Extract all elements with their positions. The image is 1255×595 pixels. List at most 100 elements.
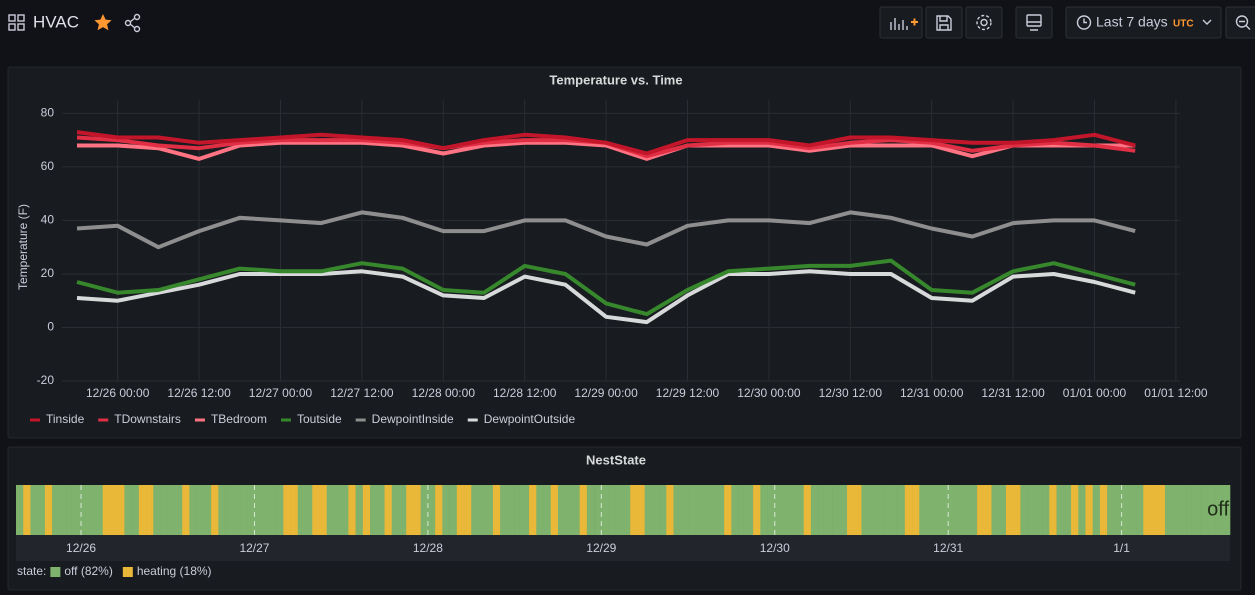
state-segment bbox=[709, 485, 718, 535]
state-segment bbox=[1042, 485, 1050, 535]
state-segment bbox=[44, 485, 53, 535]
state-segment bbox=[1215, 485, 1224, 535]
star-icon[interactable] bbox=[94, 14, 112, 31]
state-segment bbox=[1143, 485, 1151, 535]
state-segment bbox=[37, 485, 46, 535]
state-segment bbox=[370, 485, 378, 535]
state-segment bbox=[507, 485, 515, 535]
x-tick-label: 12/29 12:00 bbox=[656, 386, 720, 400]
save-button[interactable] bbox=[925, 6, 963, 39]
y-tick-label: 80 bbox=[41, 106, 55, 120]
state-segment bbox=[991, 485, 1000, 535]
state-segment bbox=[659, 485, 667, 535]
add-panel-button[interactable] bbox=[879, 6, 923, 39]
state-segment bbox=[688, 485, 696, 535]
x-tick-label: 12/26 bbox=[66, 541, 96, 555]
y-axis-label: Temperature (F) bbox=[16, 204, 30, 290]
share-icon[interactable] bbox=[124, 13, 141, 33]
zoom-out-button[interactable] bbox=[1225, 6, 1255, 39]
x-tick-label: 01/01 00:00 bbox=[1063, 386, 1127, 400]
state-segment bbox=[716, 485, 725, 535]
x-tick-label: 12/31 12:00 bbox=[981, 386, 1045, 400]
state-segment bbox=[1128, 485, 1137, 535]
settings-button[interactable] bbox=[965, 6, 1003, 39]
state-segment bbox=[702, 485, 711, 535]
x-tick-label: 12/29 00:00 bbox=[574, 386, 638, 400]
state-segment bbox=[1121, 485, 1130, 535]
time-range[interactable]: Last 7 days bbox=[1096, 14, 1168, 30]
x-tick-label: 12/31 bbox=[933, 541, 963, 555]
y-tick-label: 20 bbox=[41, 266, 55, 280]
toolbar bbox=[879, 6, 1255, 39]
state-segment bbox=[565, 485, 573, 535]
state-segment bbox=[146, 485, 154, 535]
state-segment bbox=[117, 485, 125, 535]
legend-label[interactable]: DewpointOutside bbox=[484, 412, 576, 426]
state-segment bbox=[283, 485, 291, 535]
legend-label[interactable]: off (82%) bbox=[64, 564, 112, 578]
state-segment bbox=[319, 485, 328, 535]
state-segment bbox=[413, 485, 421, 535]
state-segment bbox=[594, 485, 602, 535]
state-segment bbox=[803, 485, 812, 535]
x-tick-label: 12/28 12:00 bbox=[493, 386, 557, 400]
dashboard-title[interactable]: HVAC bbox=[33, 12, 79, 31]
legend-swatch bbox=[122, 567, 133, 577]
legend-label[interactable]: heating (18%) bbox=[137, 564, 212, 578]
dashboard-icon[interactable] bbox=[8, 14, 25, 31]
state-segment bbox=[312, 485, 320, 535]
state-segment bbox=[1164, 485, 1173, 535]
state-segment bbox=[52, 485, 60, 535]
state-segment bbox=[767, 485, 776, 535]
y-tick-label: 0 bbox=[47, 320, 54, 334]
state-segment bbox=[998, 485, 1007, 535]
state-segment bbox=[673, 485, 682, 535]
legend-label[interactable]: Toutside bbox=[297, 412, 342, 426]
y-tick-label: -20 bbox=[37, 373, 55, 387]
state-segment bbox=[435, 485, 443, 535]
state-segment bbox=[160, 485, 169, 535]
state-segment bbox=[182, 485, 190, 535]
state-segment bbox=[861, 485, 869, 535]
state-segment bbox=[1085, 485, 1094, 535]
state-segment bbox=[1063, 485, 1072, 535]
state-segment bbox=[88, 485, 96, 535]
legend-label[interactable]: TDownstairs bbox=[114, 412, 181, 426]
state-segment bbox=[637, 485, 645, 535]
state-segment bbox=[753, 485, 761, 535]
time-picker[interactable] bbox=[1065, 6, 1222, 39]
legend-label[interactable]: DewpointInside bbox=[372, 412, 454, 426]
state-segment bbox=[1056, 485, 1065, 535]
axis-band bbox=[16, 535, 1230, 561]
state-segment bbox=[796, 485, 804, 535]
state-segment bbox=[333, 485, 342, 535]
state-segment bbox=[102, 485, 111, 535]
state-segment bbox=[232, 485, 241, 535]
timezone: UTC bbox=[1173, 19, 1194, 30]
state-segment bbox=[969, 485, 978, 535]
state-segment bbox=[890, 485, 898, 535]
state-segment bbox=[81, 485, 89, 535]
state-segment bbox=[492, 485, 501, 535]
state-segment bbox=[391, 485, 400, 535]
state-segment bbox=[1071, 485, 1079, 535]
state-segment bbox=[623, 485, 631, 535]
x-tick-label: 12/27 00:00 bbox=[249, 386, 313, 400]
state-segment bbox=[420, 485, 429, 535]
legend-label[interactable]: Tinside bbox=[46, 412, 85, 426]
x-tick-label: 12/28 bbox=[413, 541, 443, 555]
state-segment bbox=[912, 485, 920, 535]
state-segment bbox=[1027, 485, 1036, 535]
state-segment bbox=[760, 485, 768, 535]
x-tick-label: 12/27 bbox=[239, 541, 269, 555]
state-segment bbox=[789, 485, 797, 535]
state-segment bbox=[211, 485, 219, 535]
state-segment bbox=[738, 485, 747, 535]
state-segment bbox=[174, 485, 183, 535]
state-segment bbox=[95, 485, 104, 535]
state-segment bbox=[536, 485, 544, 535]
state-segment bbox=[724, 485, 732, 535]
legend-label[interactable]: TBedroom bbox=[211, 412, 267, 426]
state-segment bbox=[406, 485, 414, 535]
